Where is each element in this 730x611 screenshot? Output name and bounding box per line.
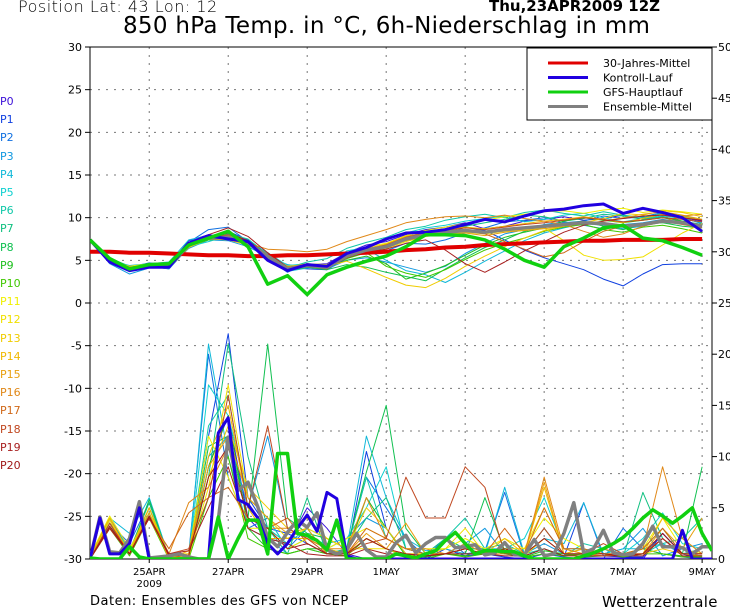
member-label-p18: P18 bbox=[0, 422, 21, 436]
legend: 30-Jahres-Mittel Kontroll-LaufGFS-Hauptla… bbox=[526, 47, 713, 121]
right-tick-label: 45 bbox=[718, 92, 730, 105]
gfs-precip-line bbox=[90, 451, 712, 559]
right-tick-label: 25 bbox=[718, 297, 730, 310]
member-precip-line-p18 bbox=[90, 394, 703, 559]
plot-area bbox=[90, 202, 712, 559]
left-tick-label: 20 bbox=[68, 126, 82, 139]
x-tick-label: 1MAY bbox=[373, 567, 401, 578]
member-label-p8: P8 bbox=[0, 240, 14, 254]
legend-label: GFS-Hauptlauf bbox=[603, 86, 684, 99]
member-precip-line-p5 bbox=[90, 384, 703, 559]
member-label-p16: P16 bbox=[0, 386, 21, 400]
left-tick-label: 5 bbox=[75, 254, 82, 267]
member-precip-line-p7 bbox=[90, 343, 703, 559]
left-tick-label: -15 bbox=[64, 425, 82, 438]
x-tick-label: 5MAY bbox=[531, 567, 559, 578]
left-tick-label: -10 bbox=[64, 382, 82, 395]
x-tick-label: 25APR bbox=[133, 567, 166, 578]
x-tick-label: 3MAY bbox=[452, 567, 480, 578]
member-precip-line-p13 bbox=[90, 425, 703, 559]
member-label-p20: P20 bbox=[0, 459, 21, 472]
legend-label: Kontroll-Lauf bbox=[603, 72, 674, 85]
member-precip-line-p20 bbox=[90, 445, 703, 559]
left-tick-label: 30 bbox=[68, 41, 82, 54]
x-tick-label: 29APR bbox=[291, 567, 324, 578]
member-label-p14: P14 bbox=[0, 349, 21, 363]
grid bbox=[90, 47, 712, 559]
left-tick-label: 10 bbox=[68, 212, 82, 225]
member-label-p13: P13 bbox=[0, 331, 21, 345]
member-label-p10: P10 bbox=[0, 277, 21, 290]
axes: 302520151050-5-10-15-20-25-3050454035302… bbox=[64, 41, 730, 590]
left-tick-label: 15 bbox=[68, 169, 82, 182]
left-tick-label: -20 bbox=[64, 468, 82, 481]
member-label-p1: P1 bbox=[0, 113, 14, 127]
member-label-p12: P12 bbox=[0, 313, 21, 327]
x-tick-label: 9MAY bbox=[689, 567, 717, 578]
member-label-p4: P4 bbox=[0, 167, 14, 181]
member-precip-line-p12 bbox=[90, 384, 703, 559]
legend-label: Ensemble-Mittel bbox=[603, 101, 692, 114]
member-label-p2: P2 bbox=[0, 131, 14, 145]
member-precip-line-p6 bbox=[90, 394, 703, 559]
right-tick-label: 15 bbox=[718, 399, 730, 412]
member-label-p11: P11 bbox=[0, 295, 21, 309]
legend-label: 30-Jahres-Mittel bbox=[603, 57, 690, 70]
member-precip-line-p11 bbox=[90, 435, 703, 557]
x-tick-label: 27APR bbox=[212, 567, 245, 578]
right-tick-label: 0 bbox=[718, 553, 725, 566]
data-source-note: Daten: Ensembles des GFS von NCEP bbox=[90, 594, 349, 609]
member-label-p5: P5 bbox=[0, 186, 14, 199]
member-precip-line-p9 bbox=[90, 415, 703, 559]
brand-label: Wetterzentrale bbox=[602, 593, 718, 611]
member-label-p17: P17 bbox=[0, 404, 21, 418]
gfs-temp-line bbox=[90, 223, 703, 297]
member-label-p0: P0 bbox=[0, 95, 14, 108]
left-tick-label: 25 bbox=[68, 84, 82, 97]
member-precip-line-p2 bbox=[90, 353, 703, 559]
member-label-p19: P19 bbox=[0, 440, 21, 454]
left-tick-label: -5 bbox=[71, 340, 82, 353]
right-tick-label: 30 bbox=[718, 246, 730, 259]
member-label-p3: P3 bbox=[0, 149, 14, 163]
x-tick-sublabel: 2009 bbox=[137, 579, 162, 590]
left-tick-label: 0 bbox=[75, 297, 82, 310]
right-tick-label: 10 bbox=[718, 451, 730, 464]
right-tick-label: 35 bbox=[718, 195, 730, 208]
member-label-p7: P7 bbox=[0, 222, 14, 236]
member-precip-line-p4 bbox=[90, 343, 703, 559]
member-label-p9: P9 bbox=[0, 258, 14, 272]
run-datetime: Thu,23APR2009 12Z bbox=[489, 0, 661, 15]
chart-title: 850 hPa Temp. in °C, 6h-Niederschlag in … bbox=[123, 13, 651, 39]
x-tick-label: 7MAY bbox=[610, 567, 638, 578]
member-precip-line-p0 bbox=[90, 415, 703, 559]
left-tick-label: -30 bbox=[64, 553, 82, 566]
position-label: Position Lat: 43 Lon: 12 bbox=[18, 0, 218, 16]
member-label-p6: P6 bbox=[0, 204, 14, 218]
member-label-p15: P15 bbox=[0, 368, 21, 381]
right-tick-label: 5 bbox=[718, 502, 725, 515]
right-tick-label: 40 bbox=[718, 143, 730, 156]
right-tick-label: 20 bbox=[718, 348, 730, 361]
left-tick-label: -25 bbox=[64, 510, 82, 523]
member-precip-line-p8 bbox=[90, 343, 703, 559]
right-tick-label: 50 bbox=[718, 41, 730, 54]
